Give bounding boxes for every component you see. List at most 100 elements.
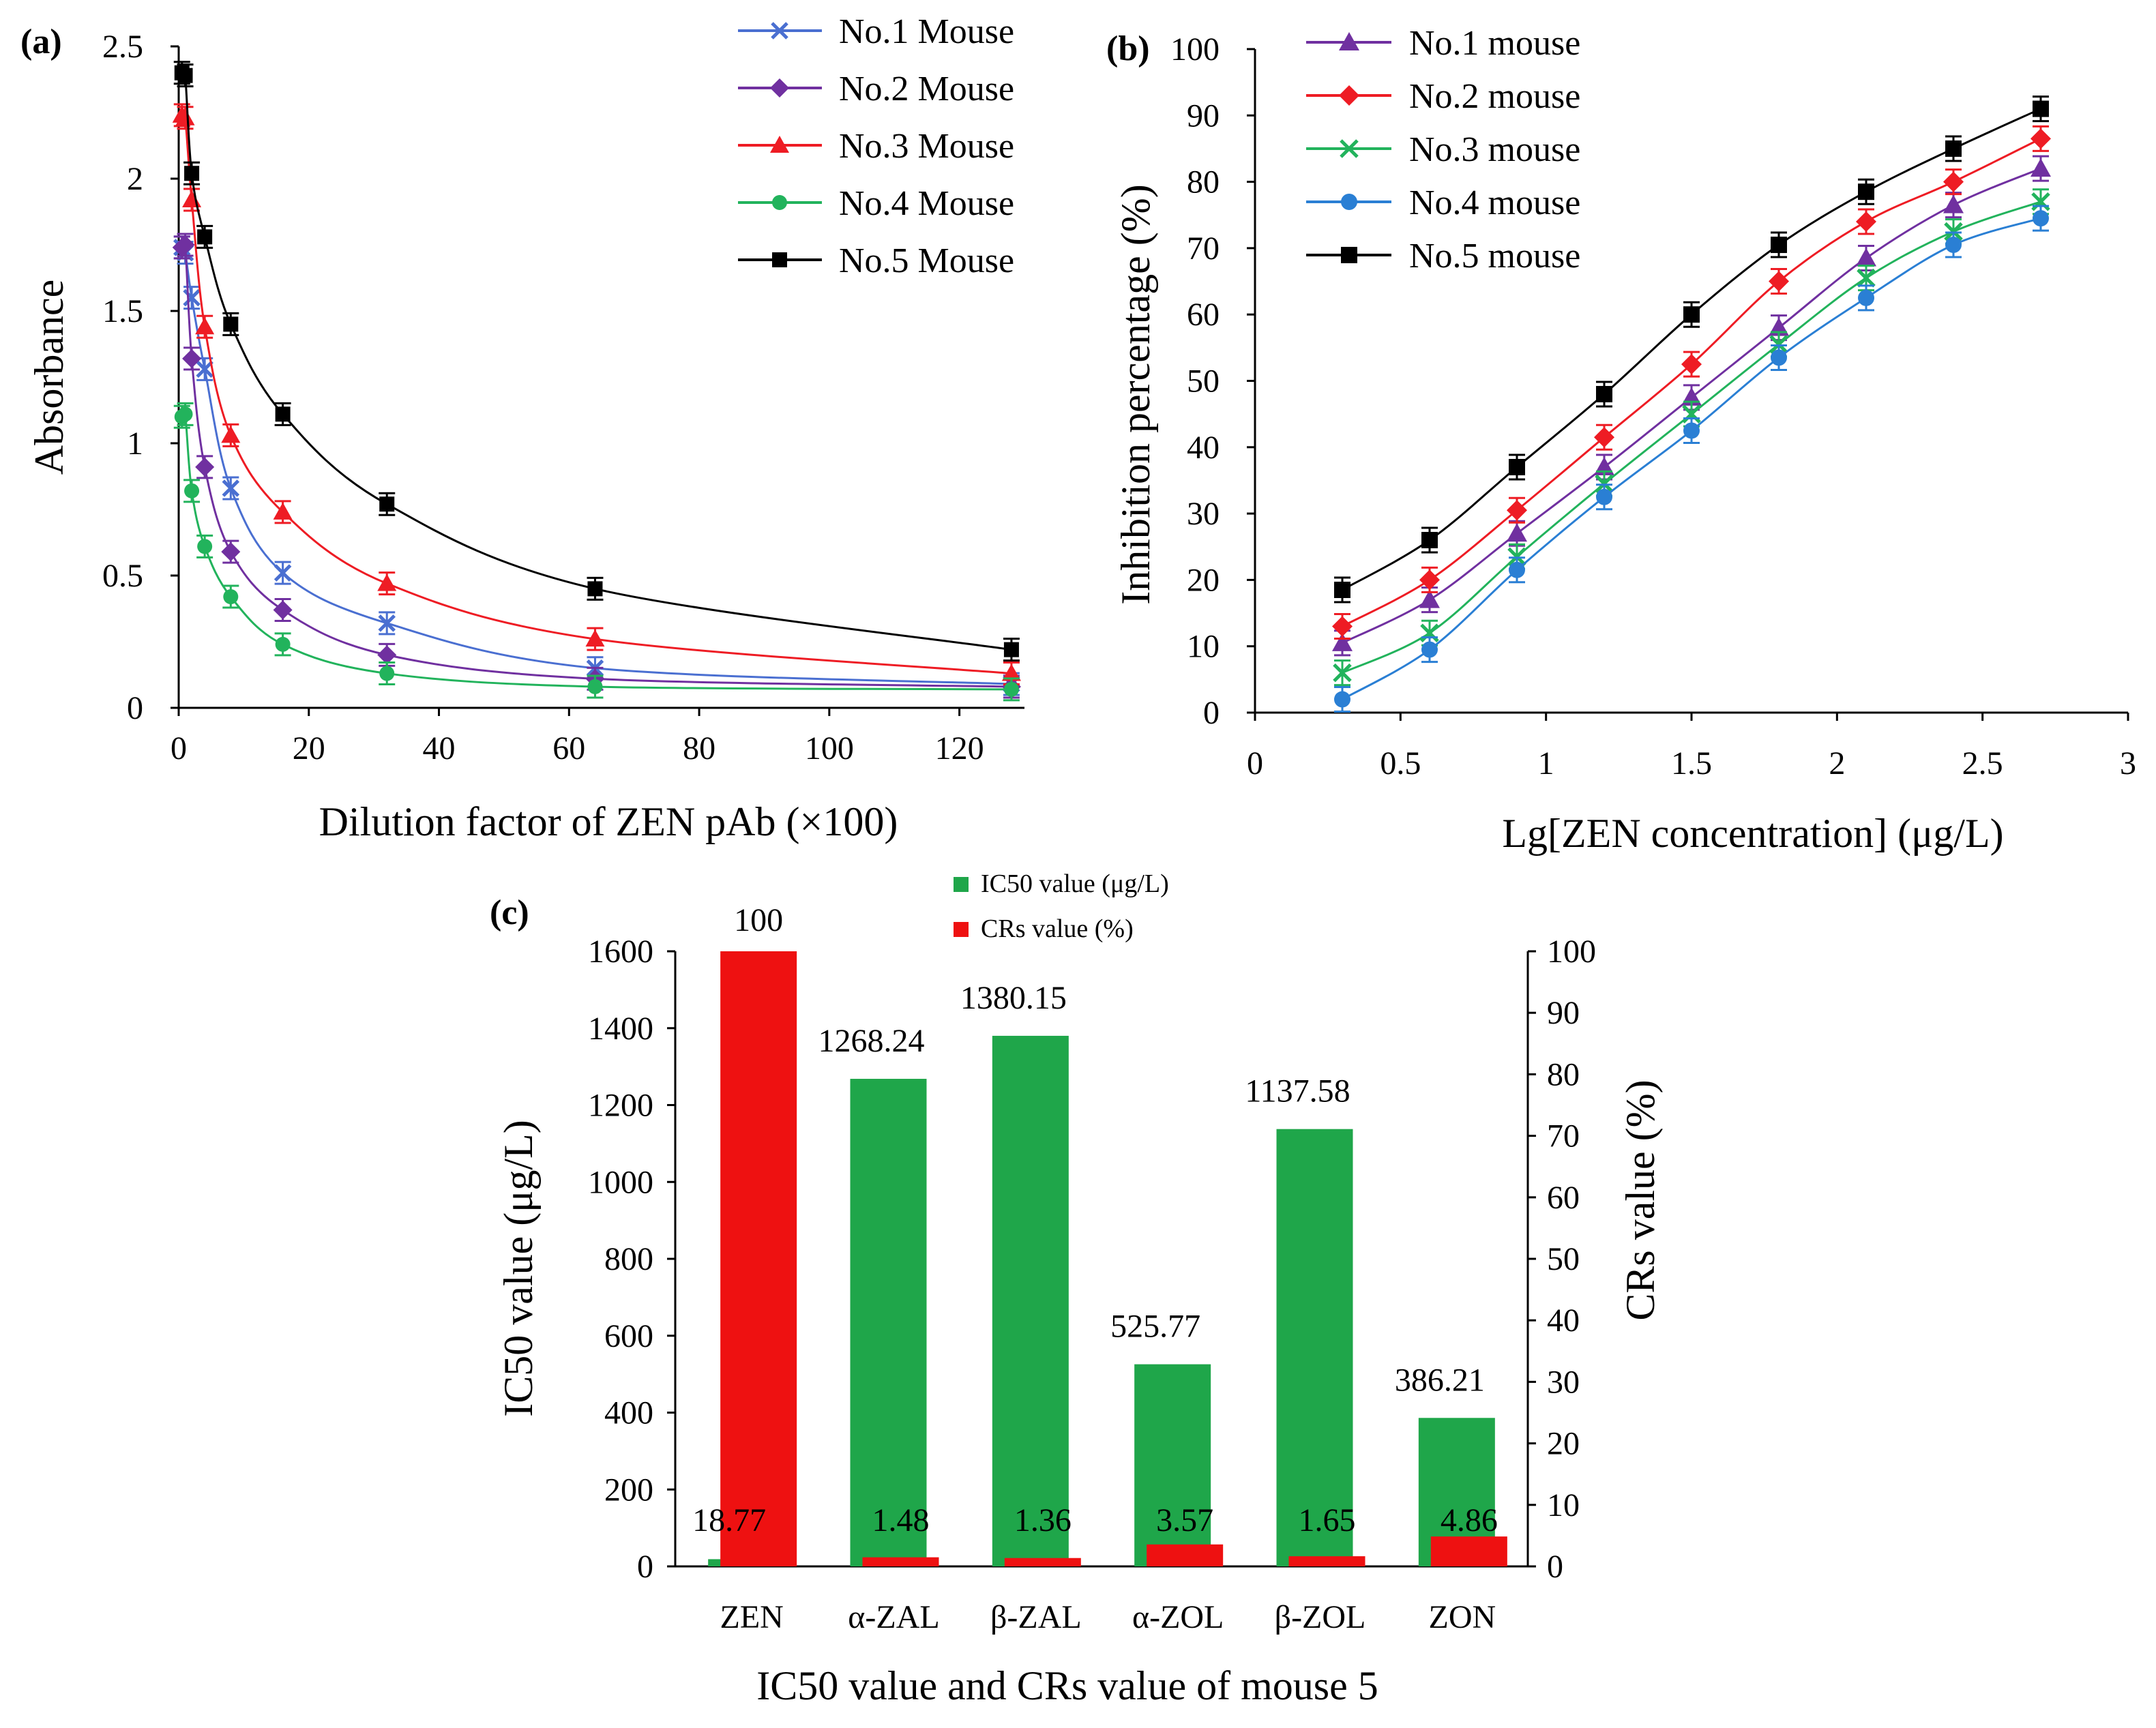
legend-label-a: No.3 Mouse xyxy=(839,127,1014,166)
ic50-bar xyxy=(1276,1129,1353,1566)
data-point-a xyxy=(273,502,293,520)
data-point-a xyxy=(183,288,201,307)
y-tick-label-c: 600 xyxy=(604,1318,653,1354)
crs-value-label: 100 xyxy=(734,902,783,938)
panel-label-c: (c) xyxy=(490,893,529,932)
data-point-a xyxy=(585,629,605,647)
data-point-b xyxy=(1683,306,1700,323)
data-point-a xyxy=(275,406,291,422)
y-tick-label-c: 1600 xyxy=(588,934,653,970)
data-point-a xyxy=(223,316,239,332)
data-point-b xyxy=(1858,289,1874,306)
y-tick-label-c: 1200 xyxy=(588,1088,653,1124)
data-point-a xyxy=(377,645,397,665)
data-point-a xyxy=(177,406,193,422)
crs-bar xyxy=(862,1557,939,1566)
y-tick-label-c: 1400 xyxy=(588,1011,653,1047)
data-point-a xyxy=(222,479,240,497)
y-tick-label-b: 10 xyxy=(1187,629,1220,665)
ic50-bar xyxy=(850,1079,927,1566)
series-line-a xyxy=(181,236,1011,688)
data-point-b xyxy=(1945,140,1962,157)
data-point-a xyxy=(274,564,292,582)
x-axis-label-a: Dilution factor of ZEN pAb (×100) xyxy=(319,799,898,844)
ic50-bar xyxy=(992,1035,1069,1566)
data-point-b xyxy=(1333,663,1352,683)
legend-label-crs: CRs value (%) xyxy=(981,914,1134,943)
data-point-b xyxy=(1857,268,1876,288)
y2-tick-label-c: 0 xyxy=(1547,1549,1563,1585)
y-tick-label-a: 1 xyxy=(127,426,143,462)
data-point-a xyxy=(1003,681,1019,697)
crs-value-label: 1.48 xyxy=(872,1502,930,1538)
crs-bar xyxy=(1004,1558,1081,1566)
data-point-b xyxy=(1856,248,1876,267)
data-point-b xyxy=(1509,458,1525,475)
y2-tick-label-c: 100 xyxy=(1547,934,1596,970)
data-point-a xyxy=(587,581,603,597)
y-tick-label-c: 800 xyxy=(604,1241,653,1277)
x-tick-label-a: 120 xyxy=(935,730,984,766)
legend-label-a: No.2 Mouse xyxy=(839,70,1014,108)
data-point-a xyxy=(379,666,395,681)
data-point-b xyxy=(1596,385,1612,402)
data-point-a xyxy=(177,68,193,83)
data-point-b xyxy=(1332,616,1353,637)
legend-marker-a xyxy=(770,136,789,153)
crs-bar xyxy=(1147,1544,1224,1566)
x-tick-label-a: 20 xyxy=(293,730,325,766)
x-tick-label-a: 100 xyxy=(805,730,854,766)
data-point-b xyxy=(1419,589,1440,608)
x-tick-label-a: 60 xyxy=(552,730,585,766)
x-tick-label-b: 2.5 xyxy=(1962,745,2003,781)
data-point-b xyxy=(1420,623,1439,643)
legend-label-b: No.3 mouse xyxy=(1409,130,1580,169)
data-point-b xyxy=(1683,422,1700,439)
data-point-b xyxy=(1945,237,1962,254)
data-point-a xyxy=(184,166,200,181)
category-label-c: β-ZOL xyxy=(1275,1599,1366,1635)
ic50-value-label: 1380.15 xyxy=(960,980,1067,1016)
legend-marker-a xyxy=(772,252,787,267)
data-point-a xyxy=(195,317,215,335)
x-tick-label-b: 0 xyxy=(1247,745,1263,781)
data-point-a xyxy=(379,496,395,512)
legend-marker-a xyxy=(770,78,789,98)
data-point-a xyxy=(1003,642,1019,657)
legend-label-a: No.1 Mouse xyxy=(839,12,1014,51)
series-line-b xyxy=(1342,217,2041,700)
data-point-b xyxy=(2031,158,2051,177)
series-line-a xyxy=(181,246,1011,685)
y2-tick-label-c: 40 xyxy=(1547,1302,1580,1339)
data-point-b xyxy=(1682,404,1701,423)
x-tick-label-b: 0.5 xyxy=(1380,745,1421,781)
legend-marker-b xyxy=(1341,194,1357,210)
x-tick-label-b: 1.5 xyxy=(1671,745,1712,781)
ic50-value-label: 1268.24 xyxy=(818,1023,925,1059)
data-point-a xyxy=(587,679,603,694)
y2-tick-label-c: 10 xyxy=(1547,1487,1580,1523)
data-point-b xyxy=(2033,100,2049,117)
panel-label-a: (a) xyxy=(20,23,62,61)
data-point-b xyxy=(1507,500,1527,521)
data-point-b xyxy=(1596,488,1612,505)
data-point-a xyxy=(184,483,200,498)
data-point-b xyxy=(1943,171,1964,192)
data-point-a xyxy=(175,108,195,125)
x-tick-label-b: 3 xyxy=(2120,745,2136,781)
panel-c-chart: 0 200 400 600 800 1000 1200 1400 1600 0 10 20 30 40 50… xyxy=(490,869,1663,1708)
x-tick-label-a: 80 xyxy=(683,730,715,766)
y-tick-label-a: 2.5 xyxy=(102,29,143,65)
legend-swatch-ic50 xyxy=(954,877,969,892)
y-tick-label-a: 0 xyxy=(127,690,143,726)
y-axis-label-b: Inhibition percentage (%) xyxy=(1113,184,1158,604)
legend-label-b: No.4 mouse xyxy=(1409,183,1580,222)
y-tick-label-c: 200 xyxy=(604,1472,653,1508)
y-tick-label-a: 1.5 xyxy=(102,293,143,329)
data-point-b xyxy=(2031,128,2051,149)
y2-tick-label-c: 60 xyxy=(1547,1180,1580,1216)
category-label-c: α-ZAL xyxy=(848,1599,939,1635)
legend-swatch-crs xyxy=(954,922,969,937)
x-axis-title-c: IC50 value and CRs value of mouse 5 xyxy=(756,1663,1378,1708)
